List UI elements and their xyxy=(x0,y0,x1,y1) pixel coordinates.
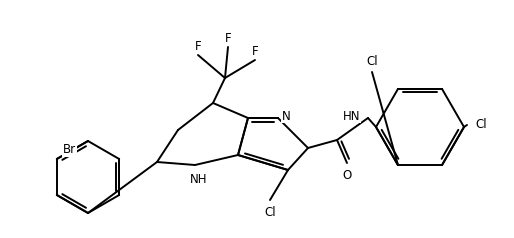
Text: F: F xyxy=(225,32,231,45)
Text: F: F xyxy=(195,40,201,53)
Text: N: N xyxy=(282,109,291,123)
Text: F: F xyxy=(252,45,259,58)
Text: NH: NH xyxy=(190,173,208,186)
Text: Br: Br xyxy=(63,143,76,156)
Text: HN: HN xyxy=(342,109,360,123)
Text: O: O xyxy=(342,169,352,182)
Text: Cl: Cl xyxy=(475,119,487,132)
Text: Cl: Cl xyxy=(264,206,276,219)
Text: Cl: Cl xyxy=(366,55,378,68)
